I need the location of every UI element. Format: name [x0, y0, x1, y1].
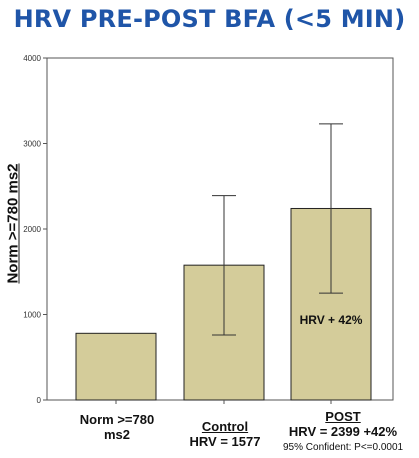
y-tick-label-1000: 1000	[23, 311, 41, 320]
significance-footnote: 95% Confident: P<=0.0001	[283, 442, 404, 453]
category-label-control-line1: Control	[201, 419, 249, 434]
bar-annotation: HRV + 42%	[300, 313, 363, 327]
category-label-control: Control HRV = 1577	[170, 419, 280, 449]
page-title: HRV PRE-POST BFA (<5 MIN)	[13, 5, 406, 33]
y-tick-label-3000: 3000	[23, 140, 41, 149]
y-tick-label-4000: 4000	[23, 54, 41, 63]
y-tick-label-2000: 2000	[23, 225, 41, 234]
category-label-control-line2: HRV = 1577	[189, 434, 261, 449]
category-label-post: POST HRV = 2399 +42%	[268, 409, 418, 439]
bar-0	[75, 332, 157, 401]
category-label-norm-line2: ms2	[103, 427, 131, 442]
y-tick-label-0: 0	[37, 396, 42, 405]
category-label-norm-line1: Norm >=780	[79, 412, 155, 427]
category-label-post-line1: POST	[325, 409, 361, 424]
category-label-post-line2: HRV = 2399 +42%	[288, 424, 398, 439]
category-label-norm: Norm >=780 ms2	[62, 412, 172, 442]
